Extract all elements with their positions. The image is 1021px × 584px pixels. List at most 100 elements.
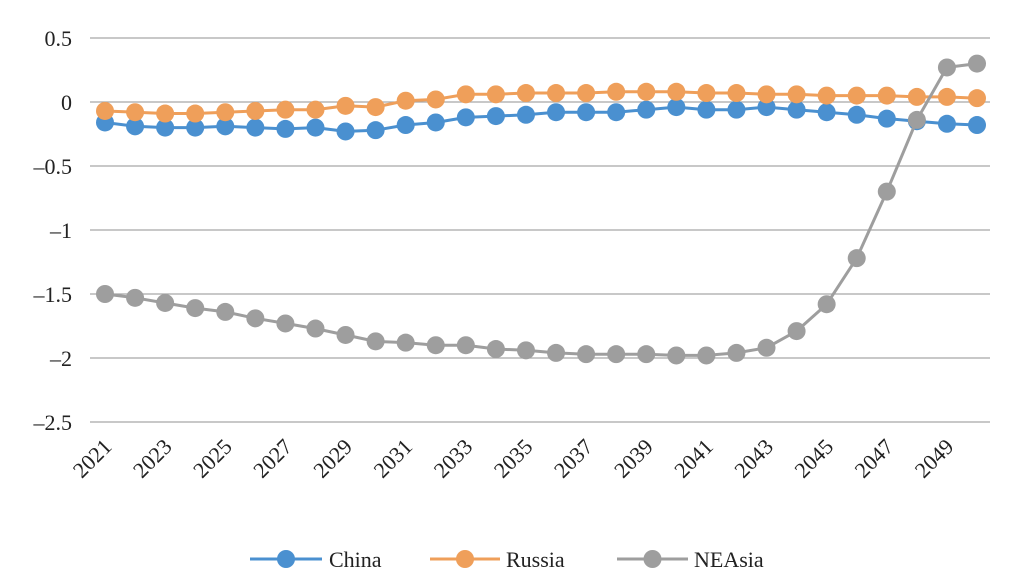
data-point-russia: [577, 84, 596, 103]
data-point-china: [727, 100, 746, 119]
data-point-china: [547, 103, 566, 122]
data-point-china: [757, 98, 776, 117]
legend-label: China: [329, 547, 382, 572]
data-point-russia: [667, 82, 686, 101]
x-tick-label: 2041: [669, 434, 718, 483]
data-point-china: [396, 116, 415, 135]
data-point-china: [306, 118, 325, 137]
data-point-russia: [607, 82, 626, 101]
series-line-neasia: [104, 62, 978, 357]
legend-item-neasia: NEAsia: [617, 547, 764, 572]
data-point-china: [817, 103, 836, 122]
x-tick-label: 2043: [729, 434, 778, 483]
data-point-neasia: [847, 249, 866, 268]
data-point-china: [697, 100, 716, 119]
data-point-china: [968, 116, 986, 135]
x-tick-label: 2047: [850, 434, 899, 483]
data-point-china: [276, 119, 295, 138]
data-point-china: [577, 103, 596, 122]
x-tick-label: 2031: [368, 434, 417, 483]
data-point-russia: [727, 84, 746, 103]
y-tick-label: 0.5: [45, 26, 73, 51]
data-point-china: [126, 117, 145, 136]
data-point-china: [366, 121, 385, 140]
data-point-russia: [877, 86, 896, 105]
data-point-china: [637, 100, 656, 119]
data-point-russia: [426, 90, 445, 109]
data-point-neasia: [937, 58, 956, 77]
x-tick-label: 2025: [188, 434, 237, 483]
data-point-china: [246, 118, 265, 137]
data-point-china: [847, 105, 866, 124]
data-point-russia: [817, 86, 836, 105]
data-point-neasia: [907, 110, 926, 129]
data-point-russia: [787, 85, 806, 104]
x-tick-label: 2029: [308, 434, 357, 483]
data-point-neasia: [156, 293, 175, 312]
data-point-russia: [516, 84, 535, 103]
data-point-china: [156, 118, 175, 137]
x-tick-label: 2039: [609, 434, 658, 483]
y-tick-label: –2.5: [33, 410, 73, 435]
y-tick-label: –2: [49, 346, 72, 371]
x-axis-ticks: 2021 2023 2025 2027 2029 2031 2033 2035 2037 2039…: [68, 434, 959, 483]
data-point-china: [787, 100, 806, 119]
gridlines: [90, 37, 990, 423]
data-point-neasia: [607, 345, 626, 364]
data-point-russia: [96, 101, 114, 120]
data-point-china: [516, 105, 535, 124]
data-point-neasia: [246, 309, 265, 328]
data-point-russia: [156, 104, 175, 123]
data-point-china: [336, 122, 355, 141]
x-tick-label: 2045: [789, 434, 838, 483]
y-axis-ticks: 0.5 0 –0.5 –1 –1.5 –2 –2.5: [33, 26, 73, 435]
data-point-neasia: [637, 345, 656, 364]
x-tick-label: 2035: [489, 434, 538, 483]
y-tick-label: –0.5: [33, 154, 73, 179]
data-point-china: [877, 109, 896, 128]
data-point-russia: [306, 100, 325, 119]
data-point-russia: [276, 100, 295, 119]
data-point-neasia: [276, 314, 295, 333]
data-point-russia: [486, 85, 505, 104]
data-point-russia: [637, 82, 656, 101]
data-point-neasia: [817, 295, 836, 314]
data-point-neasia: [877, 182, 896, 201]
data-point-neasia: [426, 336, 445, 355]
data-point-neasia: [366, 332, 385, 351]
data-point-russia: [757, 85, 776, 104]
y-tick-label: 0: [61, 90, 72, 115]
legend-marker: [456, 550, 474, 568]
data-point-neasia: [516, 341, 535, 360]
data-point-russia: [246, 101, 265, 120]
y-tick-label: –1.5: [33, 282, 73, 307]
data-point-russia: [456, 85, 475, 104]
data-point-russia: [547, 84, 566, 103]
legend-label: Russia: [506, 547, 565, 572]
x-tick-label: 2049: [910, 434, 959, 483]
legend-item-russia: Russia: [430, 547, 565, 572]
data-point-neasia: [757, 338, 776, 357]
x-tick-label: 2023: [128, 434, 177, 483]
data-point-russia: [126, 103, 145, 122]
data-point-neasia: [216, 302, 235, 321]
data-point-neasia: [96, 285, 114, 303]
legend-marker: [643, 550, 662, 568]
data-point-neasia: [306, 319, 325, 338]
legend-label: NEAsia: [694, 547, 764, 572]
data-point-china: [456, 108, 475, 127]
data-point-neasia: [336, 325, 355, 344]
data-point-neasia: [547, 343, 566, 362]
data-point-china: [667, 98, 686, 117]
data-point-neasia: [577, 345, 596, 364]
data-point-china: [607, 103, 626, 122]
data-point-russia: [847, 86, 866, 105]
legend-marker: [277, 550, 295, 568]
data-point-russia: [186, 104, 205, 123]
data-point-neasia: [727, 343, 746, 362]
data-point-china: [426, 113, 445, 132]
data-point-neasia: [667, 346, 686, 365]
data-point-russia: [937, 87, 956, 106]
data-point-russia: [968, 89, 986, 108]
